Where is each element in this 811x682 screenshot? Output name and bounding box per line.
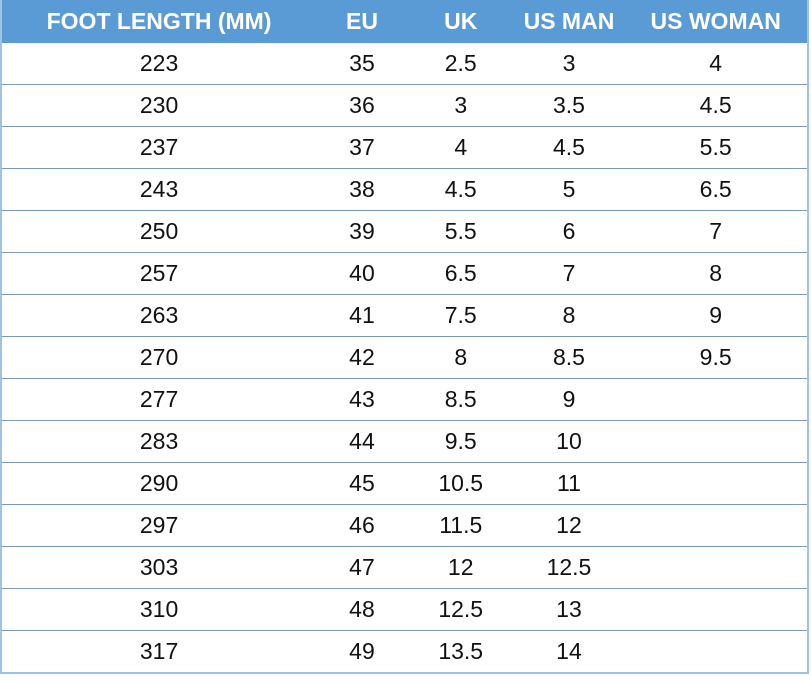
table-cell: 10 xyxy=(513,420,625,463)
table-cell: 14 xyxy=(556,638,582,664)
table-cell: 7.5 xyxy=(407,294,514,337)
table-row: 263 41 7.5 8 9 xyxy=(1,294,808,337)
table-cell: 39 xyxy=(316,210,408,253)
table-row: 297 46 11.5 12 xyxy=(1,504,808,547)
table-cell: 270 xyxy=(1,336,317,379)
table-cell: 237 xyxy=(1,126,317,169)
table-cell: 263 xyxy=(1,294,317,337)
table-cell: 250 xyxy=(1,210,317,253)
column-header: EU xyxy=(316,0,408,43)
table-cell: 6.5 xyxy=(407,252,514,295)
table-cell: 243 xyxy=(1,168,317,211)
table-cell: 38 xyxy=(316,168,408,211)
table-cell xyxy=(624,462,808,505)
table-row: 257 40 6.5 7 8 xyxy=(1,252,808,295)
table-row: 243 38 4.5 5 6.5 xyxy=(1,168,808,211)
header-row: FOOT LENGTH (MM) EU UK US MAN US WOMAN xyxy=(1,0,808,43)
table-cell: 310 xyxy=(1,588,317,631)
table-cell: 7 xyxy=(513,252,625,295)
table-cell: 42 xyxy=(316,336,408,379)
table-row: 270 42 8 8.5 9.5 xyxy=(1,336,808,379)
table-cell xyxy=(624,378,808,421)
table-cell: 4 xyxy=(624,43,808,85)
table-cell: 41 xyxy=(316,294,408,337)
column-header: US MAN xyxy=(513,0,625,43)
table-row: 310 48 12.5 13 xyxy=(1,588,808,631)
table-cell: 3.5 xyxy=(513,84,625,127)
column-header: FOOT LENGTH (MM) xyxy=(1,0,317,43)
table-cell: 283 xyxy=(1,420,317,463)
table-cell: 6.5 xyxy=(624,168,808,211)
table-row: 223 35 2.5 3 4 xyxy=(1,43,808,85)
table-cell: 2.5 xyxy=(407,43,514,85)
table-cell: 9.5 xyxy=(624,336,808,379)
table-cell: 3 xyxy=(513,43,625,85)
table-cell: 4 xyxy=(407,126,514,169)
table-row: 237 37 4 4.5 5.5 xyxy=(1,126,808,169)
table-cell: 5.5 xyxy=(407,210,514,253)
table-cell xyxy=(624,588,808,631)
table-cell: 4.5 xyxy=(513,126,625,169)
table-row: 317 49 13.5 14 xyxy=(1,631,808,674)
table-cell: 8.5 xyxy=(407,378,514,421)
table-row: 283 44 9.5 10 xyxy=(1,420,808,463)
table-cell: 7 xyxy=(624,210,808,253)
table-cell: 12 xyxy=(407,546,514,589)
table-cell: 303 xyxy=(1,546,317,589)
table-cell: 8 xyxy=(513,294,625,337)
table-cell: 223 xyxy=(1,43,317,85)
table-cell: 290 xyxy=(1,462,317,505)
table-cell: 9 xyxy=(624,294,808,337)
table-cell: 5 xyxy=(513,168,625,211)
table-cell: 44 xyxy=(316,420,408,463)
table-cell: 9.5 xyxy=(407,420,514,463)
table-cell: 48 xyxy=(316,588,408,631)
table-cell: 13 xyxy=(513,588,625,631)
table-row: 250 39 5.5 6 7 xyxy=(1,210,808,253)
table-cell xyxy=(624,420,808,463)
table-cell: 40 xyxy=(316,252,408,295)
table-row: 290 45 10.5 11 xyxy=(1,462,808,505)
table-cell: 12.5 xyxy=(513,546,625,589)
column-header: UK xyxy=(407,0,514,43)
table-cell: 4.5 xyxy=(624,84,808,127)
table-cell: 12 xyxy=(513,504,625,547)
table-cell: 43 xyxy=(316,378,408,421)
table-row: 303 47 12 12.5 xyxy=(1,546,808,589)
table-cell: 5.5 xyxy=(624,126,808,169)
table-cell xyxy=(624,504,808,547)
column-header: US WOMAN xyxy=(624,0,808,43)
table-cell: 12.5 xyxy=(407,588,514,631)
table-cell: 45 xyxy=(316,462,408,505)
table-cell: 10.5 xyxy=(407,462,514,505)
table-cell: 257 xyxy=(1,252,317,295)
table-cell: 277 xyxy=(1,378,317,421)
table-cell xyxy=(624,546,808,589)
table-cell: 35 xyxy=(316,43,408,85)
table-cell: 317 xyxy=(139,638,179,664)
table-cell: 46 xyxy=(316,504,408,547)
table-cell: 49 xyxy=(349,638,375,664)
table-cell: 6 xyxy=(513,210,625,253)
table-cell: 3 xyxy=(407,84,514,127)
table-cell: 11 xyxy=(513,462,625,505)
table-cell: 37 xyxy=(316,126,408,169)
table-cell: 230 xyxy=(1,84,317,127)
table-cell: 4.5 xyxy=(407,168,514,211)
table-cell: 13.5 xyxy=(438,638,484,664)
table-cell xyxy=(624,631,808,674)
table-cell: 297 xyxy=(1,504,317,547)
table-cell: 9 xyxy=(513,378,625,421)
table-cell: 36 xyxy=(316,84,408,127)
table-cell: 8 xyxy=(624,252,808,295)
table-row: 277 43 8.5 9 xyxy=(1,378,808,421)
table-cell: 11.5 xyxy=(407,504,514,547)
table-cell: 8.5 xyxy=(513,336,625,379)
table-cell: 47 xyxy=(316,546,408,589)
table-cell: 8 xyxy=(407,336,514,379)
table-row: 230 36 3 3.5 4.5 xyxy=(1,84,808,127)
